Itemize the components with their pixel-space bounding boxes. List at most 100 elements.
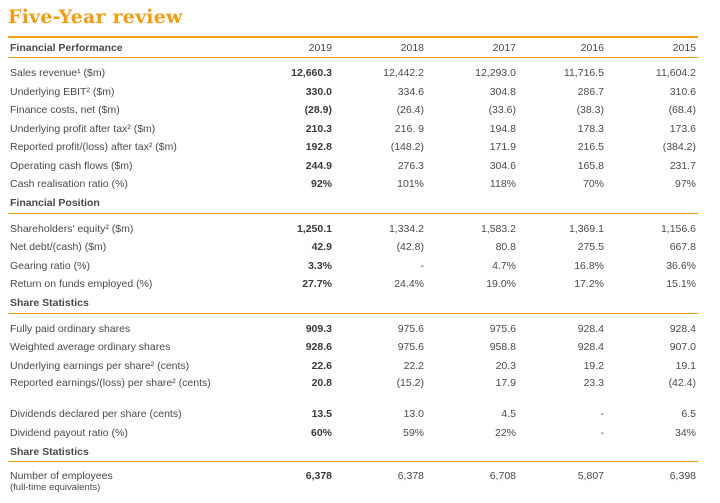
value-cell: 6,378 — [397, 470, 424, 482]
table-row: Reported profit/(loss) after tax² ($m) 19… — [8, 138, 698, 157]
year-header — [518, 442, 606, 462]
year-header — [230, 193, 334, 214]
year-header — [606, 293, 698, 314]
value-cell: 928.6 — [305, 341, 332, 354]
table-row: Fully paid ordinary shares 909.3 975.6 975.… — [8, 320, 698, 339]
value-cell: 22.2 — [403, 359, 424, 372]
value-cell: 6,398 — [669, 470, 696, 482]
value-cell: 6,378 — [305, 470, 332, 482]
row-label: Underlying EBIT² ($m) — [10, 85, 115, 98]
table-row: Weighted average ordinary shares 928.6 975… — [8, 338, 698, 357]
section-heading: Share Statistics — [8, 442, 230, 462]
value-cell: 16.8% — [574, 259, 604, 272]
value-cell: 5,807 — [577, 470, 604, 482]
year-header — [606, 442, 698, 462]
value-cell: 12,293.0 — [475, 67, 516, 80]
value-cell: 928.4 — [577, 341, 604, 354]
value-cell: 3.3% — [308, 259, 332, 272]
value-cell: 80.8 — [495, 241, 516, 254]
value-cell: (42.8) — [396, 241, 424, 254]
year-header — [426, 442, 518, 462]
value-cell: 1,250.1 — [296, 222, 332, 235]
value-cell: 11,604.2 — [655, 67, 696, 80]
row-label: Finance costs, net ($m) — [10, 104, 120, 117]
year-header — [426, 293, 518, 314]
value-cell: 928.4 — [669, 322, 696, 335]
value-cell: 975.6 — [489, 322, 516, 335]
value-cell: 958.8 — [489, 341, 516, 354]
value-cell: (15.2) — [396, 377, 424, 389]
value-cell: (26.4) — [396, 104, 424, 117]
year-header — [518, 193, 606, 214]
row-label: Underlying earnings per share² (cents) — [10, 359, 190, 372]
year-header: 2018 — [334, 36, 426, 58]
row-label: Reported earnings/(loss) per share² (cen… — [10, 377, 211, 389]
value-cell: 304.8 — [489, 85, 516, 98]
row-label: Return on funds employed (%) — [10, 278, 153, 291]
row-label: Fully paid ordinary shares — [10, 322, 131, 335]
value-cell: 12,442.2 — [383, 67, 424, 80]
table-row: Underlying EBIT² ($m) 330.0 334.6 304.8 286.… — [8, 83, 698, 102]
section-header: Share Statistics — [8, 442, 698, 462]
value-cell: 19.2 — [583, 359, 604, 372]
value-cell: 231.7 — [669, 159, 696, 172]
page-title: Five-Year review — [8, 6, 183, 28]
value-cell: (28.9) — [304, 104, 332, 117]
value-cell: 6.5 — [681, 408, 696, 421]
year-header: 2016 — [518, 36, 606, 58]
row-label: Underlying profit after tax² ($m) — [10, 122, 156, 135]
value-cell: 216. 9 — [394, 122, 424, 135]
year-header — [334, 193, 426, 214]
value-cell: 330.0 — [305, 85, 332, 98]
table-row: Cash realisation ratio (%) 92% 101% 118% 70%… — [8, 175, 698, 194]
value-cell: 310.6 — [669, 85, 696, 98]
value-cell: - — [600, 426, 605, 439]
value-cell: 276.3 — [397, 159, 424, 172]
table-row: Sales revenue¹ ($m) 12,660.3 12,442.2 12,29… — [8, 64, 698, 83]
table-row: Underlying earnings per share² (cents) 22… — [8, 357, 698, 376]
value-cell: (384.2) — [662, 141, 696, 154]
value-cell: 20.3 — [495, 359, 516, 372]
value-cell: (148.2) — [390, 141, 424, 154]
row-label: Shareholders' equity² ($m) — [10, 222, 134, 235]
value-cell: 192.8 — [305, 141, 332, 154]
section-header: Share Statistics — [8, 293, 698, 314]
value-cell: 59% — [402, 426, 424, 439]
value-cell: 13.0 — [403, 408, 424, 421]
value-cell: (42.4) — [668, 377, 696, 389]
value-cell: 1,156.6 — [660, 222, 696, 235]
table-row: Gearing ratio (%) 3.3% - 4.7% 16.8% 36.6% — [8, 257, 698, 276]
value-cell: 12,660.3 — [291, 67, 332, 80]
value-cell: 11,716.5 — [563, 67, 604, 80]
section-header: Financial Performance 2019 2018 2017 2016 201… — [8, 36, 698, 58]
value-cell: 667.8 — [669, 241, 696, 254]
table-row: Operating cash flows ($m) 244.9 276.3 304.6… — [8, 157, 698, 176]
value-cell: 1,334.2 — [388, 222, 424, 235]
value-cell: 244.9 — [305, 159, 332, 172]
row-label: Dividends declared per share (cents) — [10, 408, 182, 421]
value-cell: 36.6% — [666, 259, 696, 272]
value-cell: (68.4) — [668, 104, 696, 117]
value-cell: 20.8 — [311, 377, 332, 389]
row-label: Net debt/(cash) ($m) — [10, 241, 107, 254]
value-cell: 286.7 — [577, 85, 604, 98]
value-cell: 304.6 — [489, 159, 516, 172]
employees-label: Number of employees (full-time equivalent… — [8, 468, 230, 498]
value-cell: 17.9 — [495, 377, 516, 389]
value-cell: (38.3) — [576, 104, 604, 117]
value-cell: 194.8 — [489, 122, 516, 135]
value-cell: 909.3 — [305, 322, 332, 335]
table-row: Reported earnings/(loss) per share² (cen… — [8, 375, 698, 405]
row-label: Cash realisation ratio (%) — [10, 178, 128, 191]
value-cell: 275.5 — [577, 241, 604, 254]
year-header: 2019 — [230, 36, 334, 58]
year-header — [334, 442, 426, 462]
row-label: Operating cash flows ($m) — [10, 159, 133, 172]
value-cell: 23.3 — [583, 377, 604, 389]
year-header — [518, 293, 606, 314]
row-label: Reported profit/(loss) after tax² ($m) — [10, 141, 177, 154]
value-cell: 22% — [494, 426, 516, 439]
value-cell: 22.6 — [311, 359, 332, 372]
table-row: Net debt/(cash) ($m) 42.9 (42.8) 80.8 275.5 6… — [8, 238, 698, 257]
row-label: Gearing ratio (%) — [10, 259, 90, 272]
